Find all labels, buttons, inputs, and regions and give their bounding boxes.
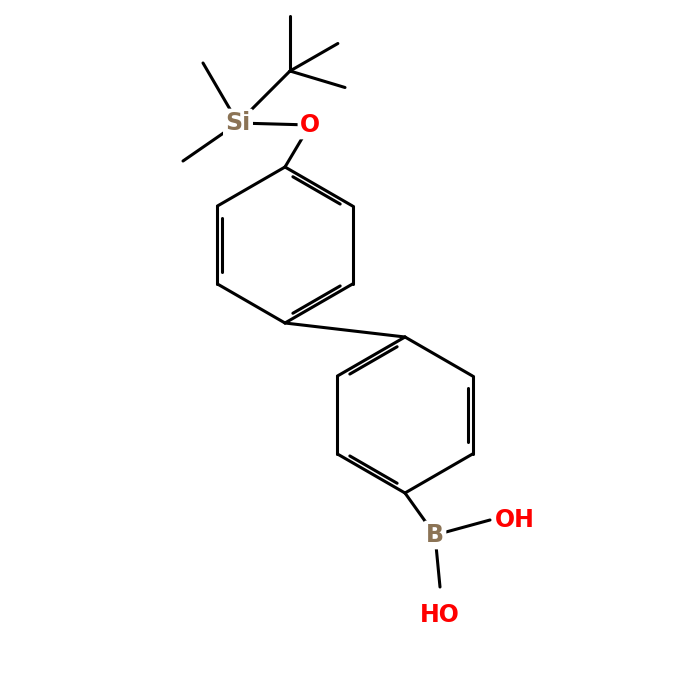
Text: B: B [426,523,444,547]
Text: Si: Si [225,111,251,135]
Text: OH: OH [495,508,535,532]
Text: O: O [300,113,320,137]
Text: HO: HO [420,603,460,627]
